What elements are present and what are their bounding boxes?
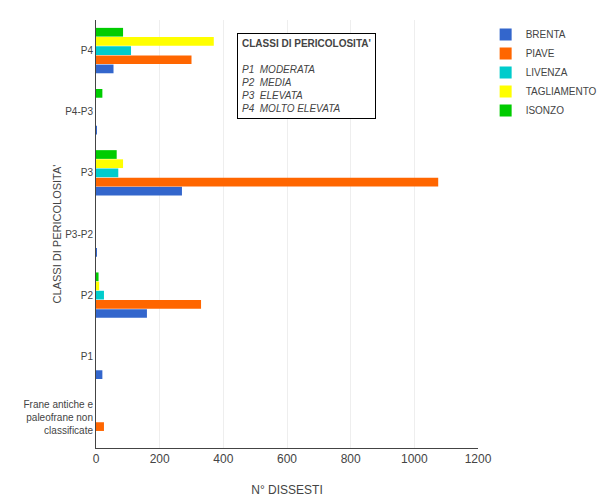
svg-text:CLASSI DI PERICOLOSITA' P1 MO: CLASSI DI PERICOLOSITA' P1 MODERATAP2 ME… xyxy=(242,38,371,114)
svg-text:200: 200 xyxy=(150,452,170,466)
svg-text:1200: 1200 xyxy=(465,452,492,466)
svg-text:N° DISSESTI: N° DISSESTI xyxy=(251,483,322,497)
svg-text:CLASSI DI PERICOLOSITA': CLASSI DI PERICOLOSITA' xyxy=(51,165,63,304)
svg-text:P1: P1 xyxy=(81,351,94,362)
svg-text:TAGLIAMENTO: TAGLIAMENTO xyxy=(526,86,597,97)
svg-text:Frane antiche epaleofrane nonc: Frane antiche epaleofrane nonclassificat… xyxy=(24,399,94,436)
svg-text:P4-P3: P4-P3 xyxy=(65,106,93,117)
svg-text:600: 600 xyxy=(277,452,297,466)
svg-text:P4: P4 xyxy=(81,45,94,56)
svg-text:ISONZO: ISONZO xyxy=(526,105,565,116)
svg-text:P3: P3 xyxy=(81,167,94,178)
svg-text:1000: 1000 xyxy=(401,452,428,466)
svg-text:P2: P2 xyxy=(81,290,94,301)
svg-text:BRENTA: BRENTA xyxy=(526,29,566,40)
svg-text:400: 400 xyxy=(213,452,233,466)
svg-text:P3-P2: P3-P2 xyxy=(65,229,93,240)
svg-text:800: 800 xyxy=(341,452,361,466)
svg-text:LIVENZA: LIVENZA xyxy=(526,67,568,78)
svg-text:PIAVE: PIAVE xyxy=(526,48,555,59)
svg-text:0: 0 xyxy=(93,452,100,466)
